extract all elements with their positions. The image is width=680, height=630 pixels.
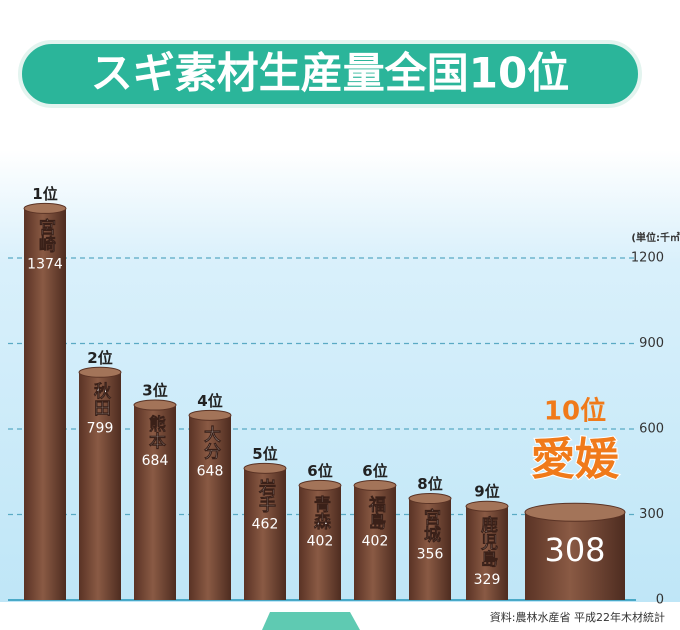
rank-label: 6位: [362, 462, 387, 480]
category-label: 愛媛: [531, 434, 620, 485]
value-label: 356: [417, 547, 444, 563]
category-label: 青森: [310, 494, 331, 530]
decoration: [262, 612, 360, 630]
title-banner: [18, 40, 642, 108]
category-label: 鹿児島: [477, 515, 499, 568]
source-note: 資料:農林水産省 平成22年木材統計: [490, 610, 665, 624]
y-tick-label: 900: [639, 336, 664, 351]
log-top: [23, 202, 67, 214]
rank-label: 4位: [197, 392, 222, 410]
y-tick-label: 0: [656, 593, 664, 608]
rank-label: 8位: [417, 475, 442, 493]
bar: [525, 512, 625, 600]
log-top: [353, 479, 397, 491]
value-label: 1374: [27, 256, 63, 272]
log-top: [188, 409, 232, 421]
category-label: 大分: [200, 424, 221, 460]
value-label: 684: [142, 453, 169, 469]
category-label: 宮城: [420, 508, 441, 544]
category-label: 福島: [365, 494, 387, 530]
rank-label: 2位: [87, 349, 112, 367]
value-label: 308: [544, 531, 605, 569]
log-top: [133, 399, 177, 411]
log-top: [408, 493, 452, 505]
bar: [79, 372, 121, 600]
bar: [189, 415, 231, 600]
value-label: 402: [362, 533, 389, 549]
log-top: [78, 366, 122, 378]
category-label: 宮崎: [35, 217, 56, 253]
rank-label: 9位: [474, 483, 499, 501]
bar: [299, 485, 341, 600]
y-tick-label: 600: [639, 422, 664, 437]
category-label: 熊本: [145, 414, 166, 450]
category-label: 岩手: [255, 477, 277, 513]
log-top: [298, 479, 342, 491]
y-tick-label: 300: [639, 507, 664, 522]
y-tick-label: 1200: [631, 251, 664, 266]
bar: [24, 208, 66, 600]
rank-label: 6位: [307, 462, 332, 480]
bar: [134, 405, 176, 600]
log-top: [243, 462, 287, 474]
value-label: 648: [197, 463, 224, 479]
rank-label: 10位: [544, 396, 606, 427]
rank-label: 5位: [252, 445, 277, 463]
log-top: [465, 500, 509, 512]
log-top: [524, 502, 626, 522]
value-label: 329: [474, 572, 501, 588]
rank-label: 1位: [32, 185, 57, 203]
bar: [244, 468, 286, 600]
bar: [466, 506, 508, 600]
value-label: 462: [252, 516, 279, 532]
rank-label: 3位: [142, 382, 167, 400]
value-label: 402: [307, 533, 334, 549]
bar: [354, 485, 396, 600]
chart-title: スギ素材生産量全国10位: [91, 49, 569, 98]
unit-label: (単位:千㎥): [631, 231, 680, 244]
category-label: 秋田: [90, 381, 111, 416]
value-label: 799: [87, 420, 114, 436]
bar: [409, 498, 451, 600]
